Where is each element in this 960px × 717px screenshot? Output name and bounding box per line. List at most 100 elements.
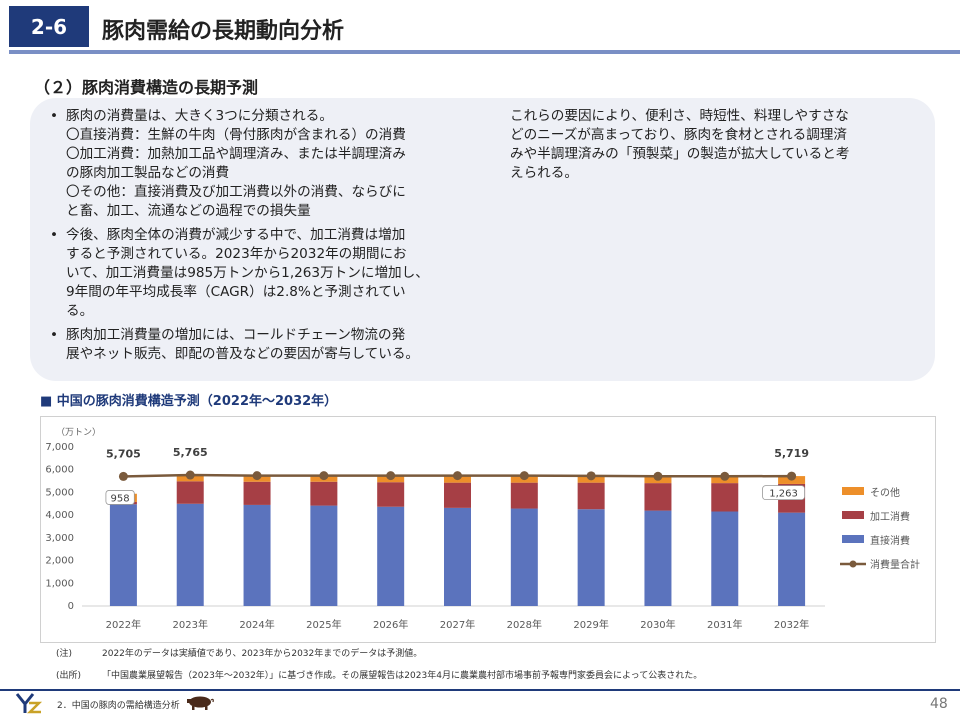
bar-segment (577, 509, 605, 606)
total-point (653, 471, 663, 481)
total-data-label: 5,719 (774, 447, 809, 460)
right-paragraph: これらの要因により、便利さ、時短性、料理しやすさな どのニーズが高まっており、豚肉… (510, 107, 920, 183)
note-row: (注) 2022年のデータは実績値であり、2023年から2032年までのデータは予… (56, 646, 422, 659)
page-title: 豚肉需給の長期動向分析 (102, 19, 345, 44)
bar-segment (510, 508, 538, 606)
bullet-line: 展やネット販売、即配の普及などの要因が寄与している。 (66, 346, 420, 362)
page-number: 48 (930, 696, 948, 712)
x-tick-label: 2023年 (173, 618, 208, 631)
x-tick-label: 2031年 (707, 618, 742, 631)
bar-segment (176, 503, 204, 606)
y-tick-label: 3,000 (45, 533, 74, 544)
total-point (453, 471, 462, 481)
consumption-structure-chart: （万トン） 0 1,000 2,000 3,000 4,000 5,000 6,000 7,00… (45, 427, 920, 631)
bar-segment (377, 506, 405, 606)
bullet-line: 〇直接消費：生鮮の牛肉（骨付豚肉が含まれる）の消費 (66, 127, 406, 143)
callout-box (105, 490, 135, 505)
legend-swatch (842, 487, 864, 495)
x-tick-label: 2032年 (774, 618, 809, 631)
bullet-item: • 豚肉の消費量は、大きく3つに分類される。〇直接消費：生鮮の牛肉（骨付豚肉が含ま… (50, 107, 500, 221)
paragraph-line: これらの要因により、便利さ、時短性、料理しやすさな (510, 108, 849, 124)
legend-label: 直接消費 (870, 534, 910, 547)
summary-box (30, 98, 935, 381)
subheading: （２）豚肉消費構造の長期予測 (34, 78, 259, 97)
bullet-dot: • (50, 227, 59, 243)
bar-segment (778, 512, 806, 606)
source-row: (出所) 「中国農業展望報告（2023年～2032年）」に基づき作成。その展望報告… (56, 668, 702, 681)
bullet-item: • 豚肉加工消費量の増加には、コールドチェーン物流の発 展やネット販売、即配の普及な… (50, 326, 500, 364)
source-text: 「中国農業展望報告（2023年～2032年）」に基づき作成。その展望報告は202… (102, 671, 703, 681)
note-label: (注) (56, 649, 73, 659)
bullet-line: いて、加工消費量は985万トンから1,263万トンに増加し、 (66, 265, 429, 281)
bar-segment (577, 482, 605, 510)
legend-label: その他 (870, 486, 900, 499)
paragraph-line: えられる。 (510, 165, 578, 181)
total-data-label: 5,765 (173, 446, 208, 459)
paragraph-line: みや半調理済みの「預製菜」の製造が拡大していると考 (510, 146, 850, 162)
callout-label: 1,263 (769, 489, 798, 500)
bullet-line: の豚肉加工製品などの消費 (66, 165, 230, 181)
y-unit-label: （万トン） (56, 427, 101, 438)
source-label: (出所) (56, 671, 82, 681)
legend-swatch (842, 511, 864, 519)
bar-segment (510, 482, 538, 509)
y-tick-label: 4,000 (45, 510, 74, 521)
callout-box (762, 485, 805, 501)
bar-segment (444, 507, 471, 606)
footer-section-text: 2．中国の豚肉の需給構造分析 (57, 701, 180, 711)
bar-segment (243, 481, 271, 505)
x-tick-label: 2026年 (373, 618, 408, 631)
y-tick-label: 7,000 (45, 442, 74, 453)
bullet-list: • 豚肉の消費量は、大きく3つに分類される。〇直接消費：生鮮の牛肉（骨付豚肉が含ま… (50, 107, 500, 369)
bullet-line: 豚肉加工消費量の増加には、コールドチェーン物流の発 (66, 327, 406, 343)
footer-rule (0, 689, 960, 691)
bar-segment (711, 511, 739, 606)
total-point (787, 471, 797, 481)
total-point (319, 471, 329, 481)
bar-segment (176, 481, 204, 504)
section-number-badge: 2-6 (9, 6, 89, 47)
x-tick-label: 2029年 (573, 618, 608, 631)
total-point (720, 471, 730, 481)
bar-segment (243, 504, 271, 606)
x-tick-label: 2025年 (306, 618, 341, 631)
title-underline (9, 50, 960, 54)
y-tick-label: 0 (68, 601, 74, 612)
bullet-dot: • (50, 327, 59, 343)
y-tick-label: 5,000 (45, 487, 74, 498)
bar-segment (444, 482, 471, 508)
x-tick-label: 2024年 (239, 618, 274, 631)
bullet-line: 〇その他：直接消費及び加工消費以外の消費、ならびに (66, 184, 406, 200)
total-point (386, 471, 396, 481)
bar-segment (711, 483, 739, 512)
bar-segment (109, 504, 137, 606)
legend-label: 消費量合計 (870, 558, 920, 571)
bullet-dot: • (50, 108, 59, 124)
y-tick-label: 1,000 (45, 578, 74, 589)
x-tick-label: 2027年 (440, 618, 475, 631)
legend-swatch (842, 535, 864, 543)
bar-segment (377, 482, 405, 507)
bar-segment (310, 481, 338, 506)
x-tick-label: 2030年 (640, 618, 675, 631)
total-point (118, 471, 128, 481)
legend-label: 加工消費 (870, 510, 910, 523)
legend-marker (849, 560, 857, 568)
total-point (519, 471, 529, 481)
bullet-item: • 今後、豚肉全体の消費が減少する中で、加工消費は増加 すると予測されている。202… (50, 226, 500, 321)
callout-label: 958 (111, 493, 130, 504)
total-point (586, 471, 596, 481)
bar-segment (644, 483, 672, 511)
bar-segment (310, 505, 338, 606)
bullet-line: すると予測されている。2023年から2032年の期間にお (66, 246, 407, 262)
pig-icon (187, 696, 214, 710)
x-tick-label: 2028年 (507, 618, 542, 631)
bullet-line: と畜、加工、流通などの過程での損失量 (66, 203, 311, 219)
bullet-line: 今後、豚肉全体の消費が減少する中で、加工消費は増加 (66, 227, 406, 243)
bullet-line: 豚肉の消費量は、大きく3つに分類される。 (66, 108, 333, 124)
total-point (252, 471, 262, 481)
y-tick-label: 2,000 (45, 556, 74, 567)
bar-segment (644, 510, 672, 606)
x-tick-label: 2022年 (106, 618, 141, 631)
bullet-line: る。 (66, 303, 94, 319)
